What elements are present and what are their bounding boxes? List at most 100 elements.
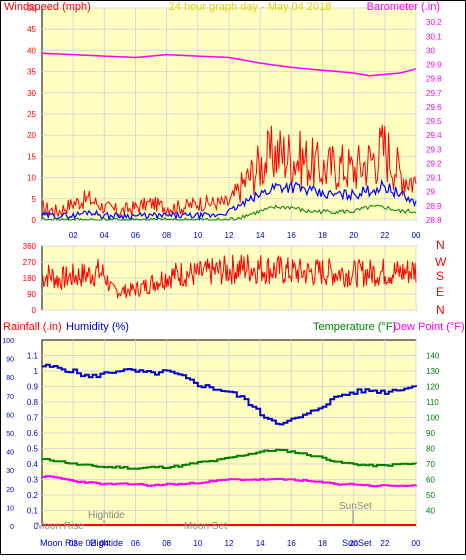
windspeed-tick-label: 5 [32, 195, 37, 204]
compass-n-bottom: N [436, 303, 445, 317]
direction-tick-label: 0 [32, 306, 37, 315]
compass-n-top: N [436, 238, 445, 252]
rain-tick-label: 0.8 [27, 398, 39, 407]
footer-moon-rise: Moon Rise 02 [40, 538, 96, 548]
barometer-tick-label: 29.5 [426, 117, 442, 126]
temperature-tick-label: 100 [426, 414, 440, 423]
windspeed-tick-label: 35 [27, 68, 36, 77]
rain-tick-label: 0.6 [27, 429, 39, 438]
rain-tick-label: 0.5 [27, 445, 39, 454]
x-tick-label-top: 18 [318, 231, 327, 240]
barometer-tick-label: 30 [426, 46, 435, 55]
temperature-tick-label: 90 [426, 429, 435, 438]
x-tick-label-top: 02 [69, 231, 78, 240]
x-tick-label-bottom: 22 [380, 539, 389, 548]
x-tick-label-bottom: 04 [100, 539, 109, 548]
temperature-tick-label: 110 [426, 398, 439, 407]
compass-e: E [436, 285, 444, 299]
temperature-tick-label: 60 [426, 476, 435, 485]
x-tick-label-top: 08 [162, 231, 171, 240]
barometer-axis-title: Barometer (.in) [367, 1, 440, 13]
moon-set-event-label: Moon Set [184, 521, 227, 532]
wind-avg-line [41, 178, 417, 222]
humidity-tick-label: 60 [6, 412, 14, 419]
direction-tick-label: 90 [27, 290, 36, 299]
temperature-tick-label: 80 [426, 445, 435, 454]
grid-lines [42, 7, 417, 527]
x-tick-label-top: 16 [287, 231, 296, 240]
series-layer [41, 52, 417, 526]
barometer-tick-label: 29.6 [426, 103, 442, 112]
windspeed-tick-label: 40 [27, 46, 36, 55]
windspeed-tick-label: 45 [27, 25, 36, 34]
x-tick-label-top: 12 [225, 231, 234, 240]
rain-tick-label: 0.3 [27, 476, 39, 485]
barometer-tick-label: 29.2 [426, 159, 442, 168]
wind-gust-line [41, 124, 417, 219]
x-tick-label-bottom: 18 [318, 539, 327, 548]
barometer-tick-label: 29.4 [426, 131, 442, 140]
x-tick-label-top: 06 [131, 231, 140, 240]
humidity-tick-label: 40 [6, 450, 14, 457]
rainfall-axis-title: Rainfall (.in) [3, 321, 62, 333]
rain-tick-label: 1 [34, 367, 39, 376]
barometer-tick-label: 29 [426, 188, 435, 197]
temperature-axis-title: Temperature (°F) [313, 321, 396, 333]
rain-tick-label: 0.7 [27, 414, 39, 423]
windspeed-tick-label: 0 [32, 216, 37, 225]
chart-title: 24 hour graph day - May 04 2018 [169, 1, 332, 13]
x-tick-label-bottom: 12 [225, 539, 234, 548]
humidity-tick-label: 0 [10, 524, 14, 531]
x-tick-label-top: 10 [193, 231, 202, 240]
x-tick-label-top: 20 [349, 231, 358, 240]
temperature-tick-label: 120 [426, 383, 440, 392]
x-tick-label-bottom: 10 [193, 539, 202, 548]
x-tick-label-bottom: 08 [162, 539, 171, 548]
temperature-line [42, 448, 417, 470]
direction-tick-label: 270 [23, 258, 37, 267]
barometer-tick-label: 28.8 [426, 216, 442, 225]
dewpoint-line [42, 475, 417, 488]
x-tick-label-bottom: 02 [69, 539, 78, 548]
rain-tick-label: 1.1 [27, 352, 39, 361]
barometer-tick-label: 30.1 [426, 32, 442, 41]
rain-tick-label: 0.4 [27, 460, 39, 469]
x-tick-label-bottom: 06 [131, 539, 140, 548]
windspeed-tick-label: 30 [27, 89, 36, 98]
temperature-tick-label: 50 [426, 491, 435, 500]
x-tick-label-top: 14 [256, 231, 265, 240]
barometer-line [41, 52, 417, 77]
wind-low-line [41, 204, 417, 221]
direction-tick-label: 360 [23, 242, 37, 251]
compass-s: S [436, 269, 444, 283]
rain-tick-label: 0.2 [27, 491, 39, 500]
barometer-tick-label: 29.3 [426, 145, 442, 154]
x-tick-label-top: 04 [100, 231, 109, 240]
barometer-tick-label: 28.9 [426, 202, 442, 211]
footer-sunset: SunSet [342, 538, 372, 548]
windspeed-tick-label: 50 [27, 4, 36, 13]
x-tick-label-top: 22 [380, 231, 389, 240]
x-tick-label-bottom: 00 [412, 539, 421, 548]
hightide-event-label: Hightide [88, 510, 125, 521]
rain-tick-label: 0.1 [27, 507, 39, 516]
humidity-tick-label: 30 [6, 468, 14, 475]
humidity-tick-label: 50 [6, 431, 14, 438]
windspeed-tick-label: 15 [27, 152, 36, 161]
temperature-tick-label: 130 [426, 367, 440, 376]
x-tick-label-bottom: 14 [256, 539, 265, 548]
humidity-axis-title: Humidity (%) [66, 321, 129, 333]
windspeed-tick-label: 10 [27, 174, 36, 183]
axes: 0202040406060808101012121414161618182020… [2, 4, 442, 548]
x-tick-label-top: 00 [412, 231, 421, 240]
barometer-tick-label: 29.9 [426, 61, 442, 70]
temperature-tick-label: 140 [426, 352, 440, 361]
barometer-tick-label: 29.8 [426, 75, 442, 84]
temperature-tick-label: 40 [426, 507, 435, 516]
humidity-tick-label: 100 [2, 338, 14, 345]
windspeed-tick-label: 20 [27, 131, 36, 140]
x-tick-label-bottom: 20 [349, 539, 358, 548]
temperature-tick-label: 70 [426, 460, 435, 469]
barometer-tick-label: 29.1 [426, 174, 442, 183]
footer-hightide: Hightide [90, 538, 123, 548]
